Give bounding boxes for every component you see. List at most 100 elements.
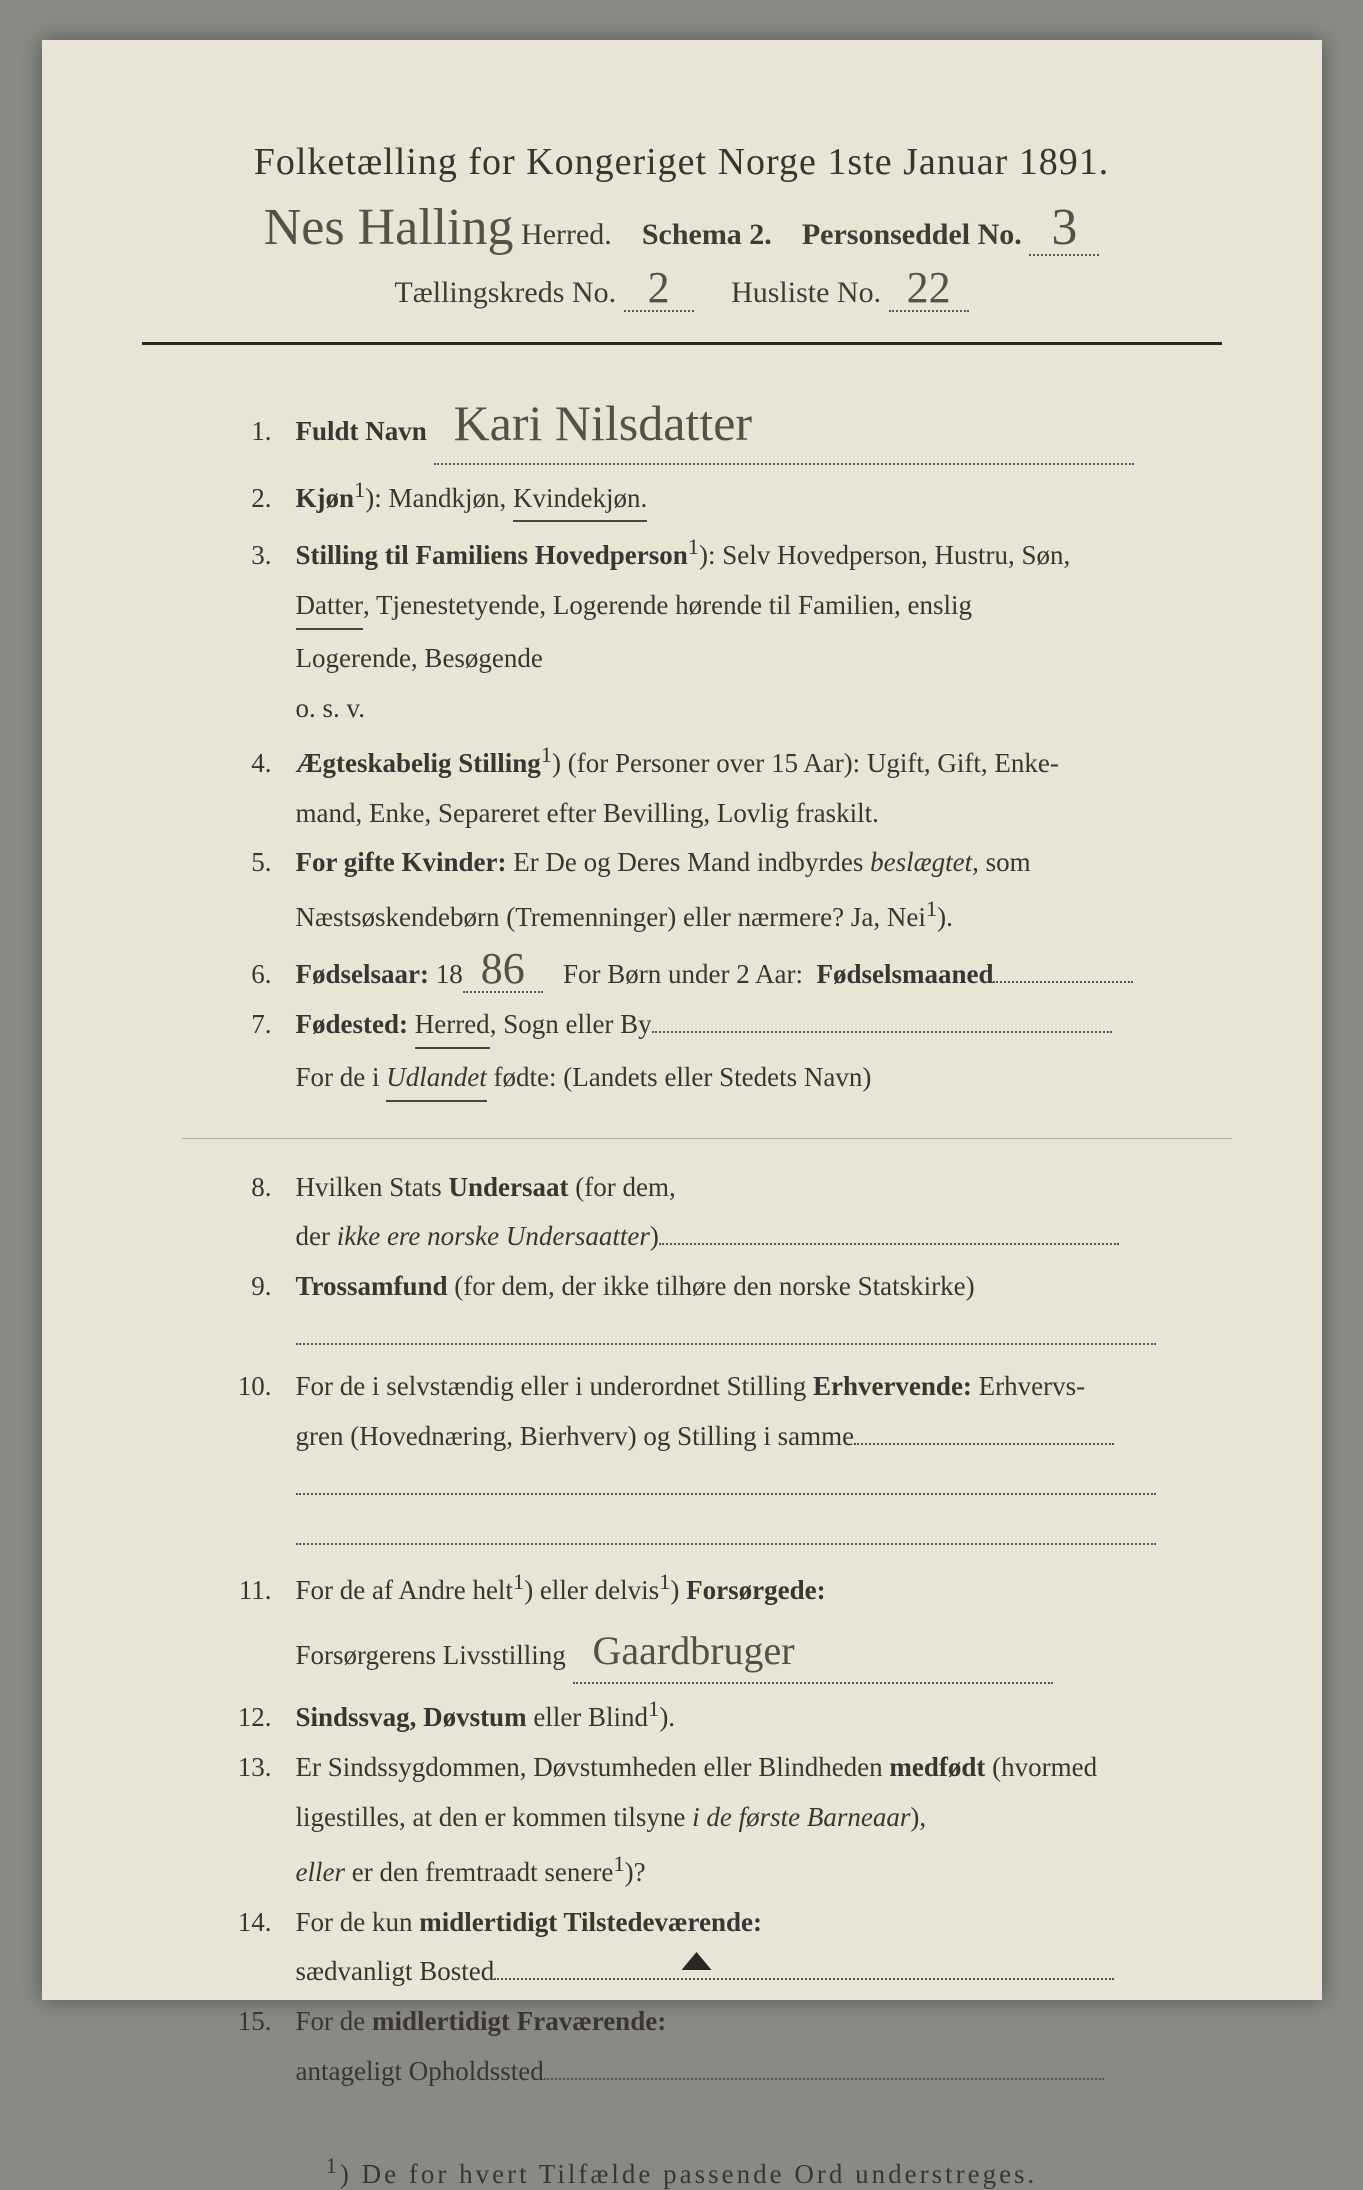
row-13: 13. Er Sindssygdommen, Døvstumheden elle… (202, 1747, 1212, 1789)
label-relation: Stilling til Familiens Hovedperson (296, 540, 688, 570)
occ-line1a: For de i selvstændig eller i underordnet… (296, 1371, 813, 1401)
row-9: 9. Trossamfund (for dem, der ikke tilhør… (202, 1266, 1212, 1308)
num-6: 6. (202, 954, 296, 996)
label-married-women: For gifte Kvinder: (296, 847, 507, 877)
bp-selected: Herred (415, 1004, 490, 1049)
row-14: 14. For de kun midlertidigt Tilstedevære… (202, 1902, 1212, 1944)
sex-selected: Kvindekjøn. (513, 478, 647, 523)
sup-line2: Forsørgerens Livsstilling (296, 1640, 566, 1670)
row-8b: der ikke ere norske Undersaatter) (202, 1216, 1212, 1258)
con-line1a: Er Sindssygdommen, Døvstumheden eller Bl… (296, 1752, 890, 1782)
con-line2a: ligestilles, at den er kommen tilsyne (296, 1802, 693, 1832)
tmp-line2: sædvanligt Bosted (296, 1956, 495, 1986)
rel-line3: Logerende, Besøgende (296, 638, 1212, 680)
label-birthyear: Fødselsaar: (296, 959, 429, 989)
schema-label: Schema 2. (642, 218, 772, 251)
occ-line1b: Erhvervs- (972, 1371, 1085, 1401)
sup-3: 1 (688, 534, 699, 559)
bp-fill (652, 1031, 1112, 1033)
sup-line1a: For de af Andre helt (296, 1575, 513, 1605)
row-15b: antageligt Opholdssted (202, 2051, 1212, 2093)
birthmonth-fill (993, 981, 1133, 983)
mw-line1b: som (979, 847, 1031, 877)
row-10c (202, 1466, 1212, 1508)
husliste-no: 22 (889, 266, 969, 312)
row-15: 15. For de midlertidigt Fraværende: (202, 2001, 1212, 2043)
row-7: 7. Fødested: Herred, Sogn eller By (202, 1004, 1212, 1049)
sup-line1c: ) (670, 1575, 686, 1605)
num-2: 2. (202, 478, 296, 520)
con-line3b: er den fremtraadt senere (345, 1857, 613, 1887)
husliste-label: Husliste No. (731, 276, 881, 309)
sub-em: ikke ere norske Undersaatter (337, 1221, 650, 1251)
label-temp-present: midlertidigt Tilstedeværende: (419, 1907, 762, 1937)
mar-line2: mand, Enke, Separeret efter Bevilling, L… (296, 793, 1212, 835)
sup-12: 1 (648, 1696, 659, 1721)
label-supported: Forsørgede: (686, 1575, 825, 1605)
sup-11a: 1 (513, 1569, 524, 1594)
row-14b: sædvanligt Bosted (202, 1951, 1212, 1993)
num-14: 14. (202, 1902, 296, 1944)
dis-line1b: ). (659, 1702, 675, 1732)
herred-handwritten: Nes Halling (264, 202, 514, 254)
sub-fill (659, 1243, 1119, 1245)
footnote-text: ) De for hvert Tilfælde passende Ord und… (340, 2159, 1037, 2189)
mw-line1: Er De og Deres Mand indbyrdes (513, 847, 870, 877)
row-3c: Logerende, Besøgende (202, 638, 1212, 680)
row-9b (202, 1316, 1212, 1358)
sub-line2: der (296, 1221, 337, 1251)
num-1: 1. (202, 411, 296, 453)
row-13b: ligestilles, at den er kommen tilsyne i … (202, 1797, 1212, 1839)
abs-line2: antageligt Opholdssted (296, 2056, 544, 2086)
num-5: 5. (202, 842, 296, 884)
name-value: Kari Nilsdatter (434, 385, 1134, 465)
label-birthmonth: Fødselsmaaned (816, 959, 993, 989)
con-line1b: (hvormed (985, 1752, 1097, 1782)
bp-line2a: For de i (296, 1062, 387, 1092)
rel-fill (296, 1343, 1156, 1345)
num-4: 4. (202, 743, 296, 785)
kreds-label: Tællingskreds No. (394, 276, 616, 309)
num-9: 9. (202, 1266, 296, 1308)
label-occupation: Erhvervende: (813, 1371, 972, 1401)
num-15: 15. (202, 2001, 296, 2043)
label-sex: Kjøn (296, 483, 355, 513)
con-line3a: eller (296, 1857, 345, 1887)
sex-opts: ): Mandkjøn, (365, 483, 513, 513)
num-13: 13. (202, 1747, 296, 1789)
row-3: 3. Stilling til Familiens Hovedperson1):… (202, 530, 1212, 577)
sub-line2b: ) (650, 1221, 659, 1251)
sup-5: 1 (926, 896, 937, 921)
sup-line1b: ) eller delvis (524, 1575, 659, 1605)
row-1: 1. Fuldt Navn Kari Nilsdatter (202, 385, 1212, 465)
label-religion: Trossamfund (296, 1271, 448, 1301)
bp-line1: , Sogn eller By (490, 1009, 652, 1039)
row-10b: gren (Hovednæring, Bierhverv) og Stillin… (202, 1416, 1212, 1458)
footnote: 1) De for hvert Tilfælde passende Ord un… (122, 2153, 1242, 2190)
occ-fill2 (296, 1493, 1156, 1495)
con-line2b: ), (910, 1802, 926, 1832)
row-10: 10. For de i selvstændig eller i underor… (202, 1366, 1212, 1408)
sup-4: 1 (541, 742, 552, 767)
label-birthplace: Fødested: (296, 1009, 408, 1039)
rel-line4: o. s. v. (296, 688, 1212, 730)
row-4: 4. Ægteskabelig Stilling1) (for Personer… (202, 738, 1212, 785)
row-7b: For de i Udlandet fødte: (Landets eller … (202, 1057, 1212, 1102)
mar-line1: ) (for Personer over 15 Aar): Ugift, Gif… (552, 748, 1059, 778)
sup-11b: 1 (659, 1569, 670, 1594)
form-body: 1. Fuldt Navn Kari Nilsdatter 2. Kjøn 1):… (122, 385, 1242, 2093)
num-8: 8. (202, 1167, 296, 1209)
num-3: 3. (202, 535, 296, 577)
occ-fill1 (854, 1443, 1114, 1445)
tmp-fill (494, 1978, 1114, 1980)
label-disability: Sindssvag, Døvstum (296, 1702, 527, 1732)
tmp-line1: For de kun (296, 1907, 420, 1937)
abs-fill (544, 2078, 1104, 2080)
label-name: Fuldt Navn (296, 416, 427, 446)
mw-line2b: ). (937, 902, 953, 932)
num-10: 10. (202, 1366, 296, 1408)
row-13c: eller er den fremtraadt senere1)? (202, 1847, 1212, 1894)
label-under2: For Børn under 2 Aar: (563, 959, 803, 989)
label-marital: Ægteskabelig Stilling (296, 748, 541, 778)
sub-line1b: (for dem, (569, 1172, 676, 1202)
